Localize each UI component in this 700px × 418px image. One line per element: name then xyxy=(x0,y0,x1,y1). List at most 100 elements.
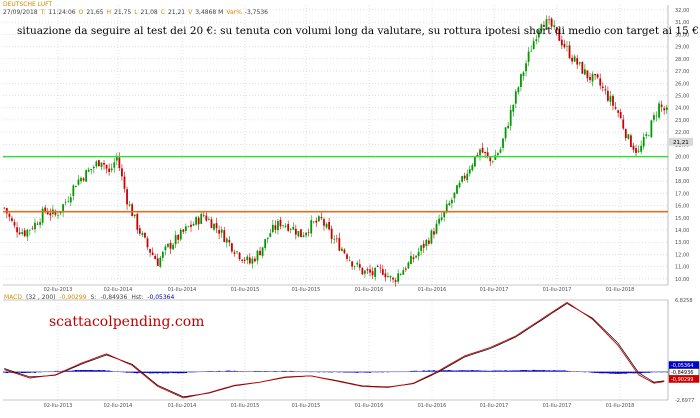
macd-histogram-bar xyxy=(443,370,446,371)
candle-body xyxy=(200,214,202,224)
candle-body xyxy=(410,256,412,264)
candle-body xyxy=(415,256,417,258)
candle-body xyxy=(474,157,476,167)
candle-body xyxy=(461,176,463,182)
macd-histogram-bar xyxy=(72,371,75,372)
candle-body xyxy=(333,239,335,240)
candle-body xyxy=(387,276,389,277)
macd-histogram-bar xyxy=(555,371,558,372)
candle-body xyxy=(16,227,18,232)
macd-histogram-bar xyxy=(476,370,479,371)
macd-histogram-bar xyxy=(461,370,464,371)
macd-histogram-bar xyxy=(451,370,454,371)
candle-body xyxy=(413,257,415,259)
macd-histogram-bar xyxy=(149,372,152,374)
macd-x-tick-label: 01-Ilu-2015 xyxy=(231,403,260,409)
candle-body xyxy=(80,178,82,181)
macd-histogram-bar xyxy=(535,370,538,372)
candle-body xyxy=(405,269,407,270)
macd-histogram-bar xyxy=(609,372,612,374)
macd-histogram-bar xyxy=(515,370,518,371)
macd-histogram-bar xyxy=(543,370,546,372)
close-value: 21,21 xyxy=(168,9,185,16)
macd-histogram-bar xyxy=(591,372,594,373)
macd-histogram-bar xyxy=(492,371,495,372)
macd-histogram-bar xyxy=(410,371,413,372)
var-label: Var% xyxy=(226,9,241,16)
macd-histogram-bar xyxy=(95,370,98,371)
candle-body xyxy=(226,239,228,243)
low-value: 21,08 xyxy=(141,9,158,16)
macd-y-tick-label: -2,6977 xyxy=(675,398,694,404)
macd-histogram-bar xyxy=(105,371,108,372)
macd-histogram-bar xyxy=(507,371,510,372)
price-y-tick-label: 27,00 xyxy=(675,69,689,75)
macd-histogram-bar xyxy=(351,372,354,373)
candle-body xyxy=(234,252,236,253)
macd-histogram-bar xyxy=(172,372,175,373)
macd-histogram-bar xyxy=(226,371,229,372)
candle-body xyxy=(49,213,51,215)
price-x-tick-label: 02-Ilu-2013 xyxy=(44,287,73,293)
candle-body xyxy=(341,249,343,251)
candle-body xyxy=(653,115,655,120)
candle-body xyxy=(205,216,207,221)
macd-histogram-bar xyxy=(254,371,257,372)
price-y-tick-label: 19,00 xyxy=(675,167,689,173)
candle-body xyxy=(193,224,195,225)
macd-histogram-bar xyxy=(538,370,541,371)
candle-body xyxy=(282,225,284,226)
macd-histogram-bar xyxy=(75,370,78,372)
low-label: L xyxy=(134,9,137,16)
candle-body xyxy=(305,233,307,236)
macd-histogram-bar xyxy=(210,371,213,372)
macd-histogram-bar xyxy=(589,372,592,373)
price-y-tick-label: 16,00 xyxy=(675,204,689,210)
macd-histogram-bar xyxy=(645,372,648,373)
candle-body xyxy=(377,266,379,267)
candle-body xyxy=(280,220,282,226)
candle-body xyxy=(666,107,668,109)
candle-body xyxy=(285,226,287,227)
candle-body xyxy=(602,87,604,88)
macd-histogram-bar xyxy=(177,372,180,374)
macd-histogram-bar xyxy=(532,370,535,372)
price-y-tick-label: 15,00 xyxy=(675,216,689,222)
macd-histogram-bar xyxy=(274,371,277,372)
macd-x-tick-label: 02-Ilu-2013 xyxy=(44,403,73,409)
price-x-tick-label: 01-Ilu-2016 xyxy=(418,287,447,293)
candle-body xyxy=(111,168,113,170)
candle-body xyxy=(185,226,187,231)
candle-body xyxy=(369,270,371,273)
macd-histogram-bar xyxy=(67,371,70,372)
candle-body xyxy=(88,170,90,172)
macd-histogram-bar xyxy=(466,370,469,371)
macd-histogram-bar xyxy=(481,371,484,372)
macd-x-tick-label: 01-Ilu-2018 xyxy=(606,403,635,409)
price-y-tick-label: 23,00 xyxy=(675,118,689,124)
macd-histogram-bar xyxy=(563,370,566,371)
candle-body xyxy=(157,258,159,266)
candle-body xyxy=(656,116,658,117)
candle-body xyxy=(244,260,246,261)
macd-histogram-bar xyxy=(387,372,390,373)
candle-body xyxy=(313,222,315,223)
macd-histogram-bar xyxy=(190,372,193,373)
candle-body xyxy=(72,185,74,196)
candle-body xyxy=(44,208,46,212)
macd-histogram-bar xyxy=(627,372,630,374)
candle-body xyxy=(464,176,466,179)
macd-histogram-bar xyxy=(93,370,96,371)
candle-body xyxy=(303,235,305,236)
candle-body xyxy=(29,230,31,231)
candle-body xyxy=(479,150,481,156)
candle-body xyxy=(236,251,238,252)
macd-histogram-bar xyxy=(512,370,515,371)
candle-body xyxy=(154,256,156,259)
candle-body xyxy=(645,134,647,136)
candle-body xyxy=(231,243,233,251)
candle-body xyxy=(203,215,205,216)
candle-body xyxy=(515,91,517,103)
candle-body xyxy=(139,228,141,233)
candle-body xyxy=(438,219,440,224)
